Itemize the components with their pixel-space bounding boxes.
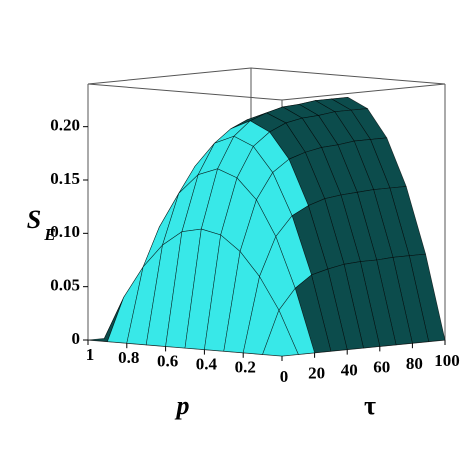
- surface-patch: [262, 309, 299, 357]
- box-edge: [250, 67, 446, 85]
- box-edge: [87, 67, 252, 85]
- y-tick-label: 40: [341, 361, 358, 380]
- y-tick-label: 60: [373, 357, 390, 376]
- x-tick-label: 0.4: [196, 355, 218, 374]
- z-axis-title: S: [27, 205, 41, 234]
- z-tick-label: 0.15: [50, 169, 80, 188]
- x-tick-label: 0.6: [157, 351, 178, 370]
- x-tick-label: 0.2: [235, 358, 256, 377]
- y-tick-label: 80: [406, 354, 423, 373]
- z-tick-label: 0.05: [50, 276, 80, 295]
- box-edge: [281, 83, 446, 101]
- z-tick-label: 0.10: [50, 222, 80, 241]
- x-tick-label: 0.8: [118, 348, 139, 367]
- box-edge: [87, 83, 283, 101]
- y-tick-label: 0: [280, 367, 289, 386]
- z-tick-label: 0.20: [50, 116, 80, 135]
- x-tick-label: 1: [86, 345, 95, 364]
- y-axis-title: τ: [364, 391, 376, 420]
- z-axis-title-subscript: E: [43, 225, 55, 244]
- x-axis-title: p: [175, 391, 190, 420]
- y-tick-label: 100: [434, 351, 460, 370]
- z-tick-label: 0: [72, 329, 81, 348]
- y-tick-label: 20: [308, 364, 325, 383]
